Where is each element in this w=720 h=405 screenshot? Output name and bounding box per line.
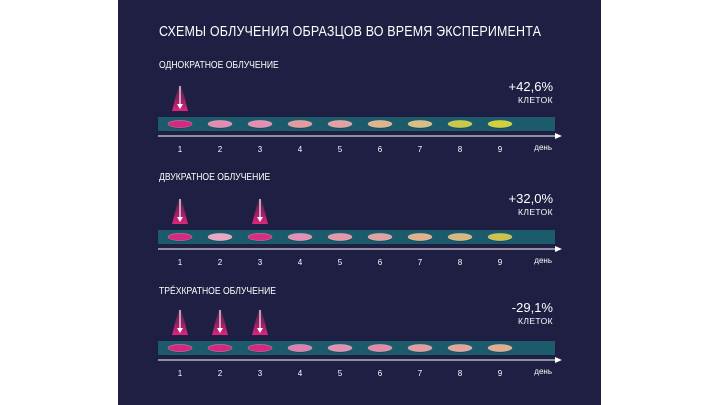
- page-title: СХЕМЫ ОБЛУЧЕНИЯ ОБРАЗЦОВ ВО ВРЕМЯ ЭКСПЕР…: [159, 24, 542, 40]
- scheme-3-dish-7: [407, 344, 433, 352]
- scheme-1-axis-arrow-icon: [555, 133, 562, 139]
- scheme-3-day-label-9: 9: [498, 369, 503, 378]
- infographic-panel: [118, 0, 601, 405]
- scheme-3-dish-9: [487, 344, 513, 352]
- scheme-3-result: -29,1% КЛЕТОК: [512, 301, 553, 327]
- scheme-2-result-value: +32,0%: [508, 191, 553, 206]
- scheme-2-dish-6: [367, 233, 393, 241]
- scheme-1-dish-7: [407, 120, 433, 128]
- scheme-1-dish-5: [327, 120, 353, 128]
- scheme-1-dish-6: [367, 120, 393, 128]
- scheme-1-dish-8: [447, 120, 473, 128]
- scheme-2-day-label-1: 1: [178, 258, 183, 267]
- scheme-1-dish-2: [207, 120, 233, 128]
- scheme-3-label: ТРЁХКРАТНОЕ ОБЛУЧЕНИЕ: [159, 286, 277, 297]
- scheme-1-dish-3: [247, 120, 273, 128]
- scheme-3-day-label-3: 3: [258, 369, 263, 378]
- scheme-2-arrow-day-3-icon: [257, 217, 263, 222]
- scheme-2-day-label-8: 8: [458, 258, 463, 267]
- scheme-1-dish-9: [487, 120, 513, 128]
- scheme-2-result: +32,0% КЛЕТОК: [509, 192, 553, 218]
- scheme-3-day-label-8: 8: [458, 369, 463, 378]
- scheme-2-axis-unit: день: [534, 256, 552, 265]
- scheme-3-dish-8: [447, 344, 473, 352]
- scheme-1-day-label-7: 7: [418, 145, 423, 154]
- scheme-2-arrow-day-1-icon: [177, 217, 183, 222]
- scheme-3-day-label-2: 2: [218, 369, 223, 378]
- scheme-3-day-label-5: 5: [338, 369, 343, 378]
- scheme-1-day-label-1: 1: [178, 145, 183, 154]
- scheme-1-result: +42,6% КЛЕТОК: [509, 80, 553, 106]
- scheme-1-dish-4: [287, 120, 313, 128]
- scheme-3-arrow-day-2-icon: [217, 328, 223, 333]
- scheme-1-day-label-8: 8: [458, 145, 463, 154]
- scheme-1-day-label-2: 2: [218, 145, 223, 154]
- scheme-2-dish-8: [447, 233, 473, 241]
- scheme-1-day-label-9: 9: [498, 145, 503, 154]
- scheme-3-result-unit: КЛЕТОК: [518, 316, 553, 326]
- scheme-2-dish-9: [487, 233, 513, 241]
- scheme-3-day-label-7: 7: [418, 369, 423, 378]
- scheme-1-label: ОДНОКРАТНОЕ ОБЛУЧЕНИЕ: [159, 60, 279, 71]
- scheme-1-day-label-5: 5: [338, 145, 343, 154]
- scheme-3-dish-3: [247, 344, 273, 352]
- scheme-3-arrow-day-3-icon: [257, 328, 263, 333]
- scheme-2-axis-arrow-icon: [555, 246, 562, 252]
- scheme-2-dish-5: [327, 233, 353, 241]
- scheme-3-arrow-day-1-icon: [177, 328, 183, 333]
- scheme-3-axis-unit: день: [534, 367, 552, 376]
- scheme-3-dish-6: [367, 344, 393, 352]
- scheme-1-result-unit: КЛЕТОК: [518, 95, 553, 105]
- scheme-1-day-label-6: 6: [378, 145, 383, 154]
- scheme-3-dish-5: [327, 344, 353, 352]
- scheme-2-dish-3: [247, 233, 273, 241]
- scheme-2-dish-1: [167, 233, 193, 241]
- scheme-2-day-label-4: 4: [298, 258, 303, 267]
- scheme-1-axis-unit: день: [534, 143, 552, 152]
- scheme-3-day-label-6: 6: [378, 369, 383, 378]
- scheme-2-result-unit: КЛЕТОК: [518, 207, 553, 217]
- scheme-1-day-label-4: 4: [298, 145, 303, 154]
- scheme-2-day-label-7: 7: [418, 258, 423, 267]
- scheme-3-axis-arrow-icon: [555, 357, 562, 363]
- scheme-2-dish-2: [207, 233, 233, 241]
- scheme-2-day-label-2: 2: [218, 258, 223, 267]
- scheme-2-day-label-9: 9: [498, 258, 503, 267]
- scheme-3-dish-4: [287, 344, 313, 352]
- scheme-3-result-value: -29,1%: [511, 300, 553, 315]
- scheme-1-result-value: +42,6%: [508, 79, 553, 94]
- scheme-2-day-label-3: 3: [258, 258, 263, 267]
- scheme-2-dish-4: [287, 233, 313, 241]
- scheme-3-dish-2: [207, 344, 233, 352]
- scheme-2-day-label-6: 6: [378, 258, 383, 267]
- scheme-2-dish-7: [407, 233, 433, 241]
- scheme-3-dish-1: [167, 344, 193, 352]
- scheme-2-day-label-5: 5: [338, 258, 343, 267]
- scheme-3-day-label-4: 4: [298, 369, 303, 378]
- scheme-1-dish-1: [167, 120, 193, 128]
- scheme-3-day-label-1: 1: [178, 369, 183, 378]
- scheme-1-day-label-3: 3: [258, 145, 263, 154]
- scheme-2-label: ДВУКРАТНОЕ ОБЛУЧЕНИЕ: [159, 172, 271, 183]
- scheme-1-arrow-day-1-icon: [177, 104, 183, 109]
